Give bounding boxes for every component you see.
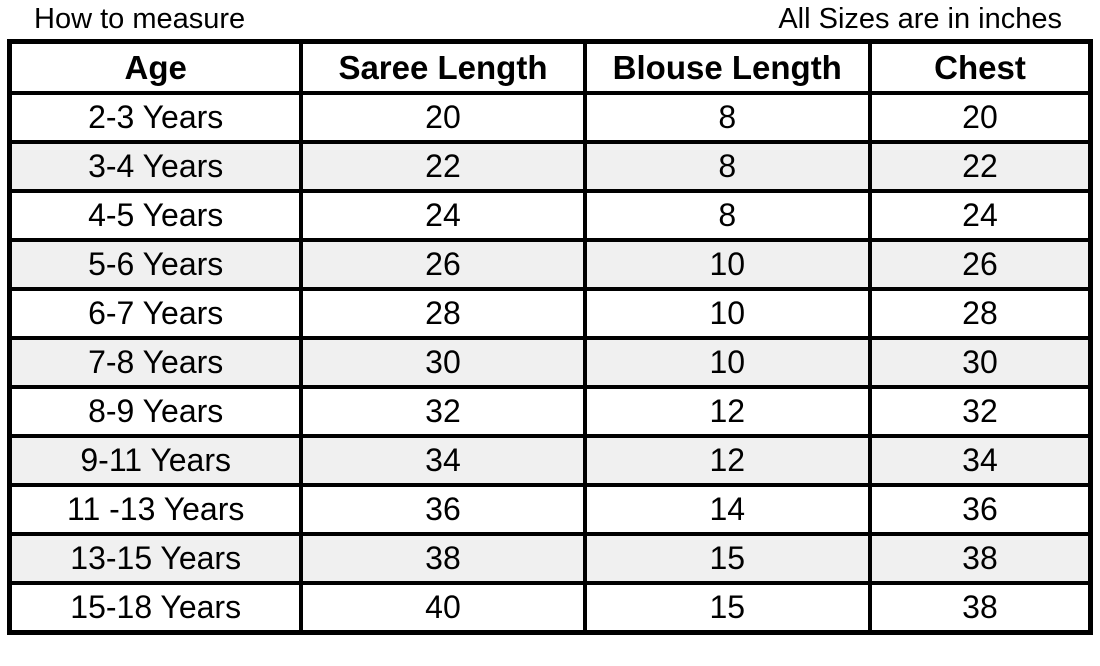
chest-cell: 24	[867, 189, 1093, 242]
age-cell: 8-9 Years	[7, 385, 304, 438]
chest-cell: 36	[867, 483, 1093, 536]
blouse-length-cell: 10	[582, 238, 872, 291]
blouse-length-cell: 10	[582, 336, 872, 389]
age-cell: 2-3 Years	[7, 91, 304, 144]
saree-length-cell: 30	[299, 336, 587, 389]
table-row: 3-4 Years 22 8 22	[7, 140, 1093, 193]
saree-length-cell: 38	[299, 532, 587, 585]
chest-cell: 38	[867, 532, 1093, 585]
chest-cell: 32	[867, 385, 1093, 438]
table-body: 2-3 Years 20 8 20 3-4 Years 22 8 22 4-5 Years 24 8…	[7, 91, 1093, 635]
saree-length-cell: 32	[299, 385, 587, 438]
age-cell: 13-15 Years	[7, 532, 304, 585]
age-cell: 15-18 Years	[7, 581, 304, 635]
age-cell: 7-8 Years	[7, 336, 304, 389]
table-row: 8-9 Years 32 12 32	[7, 385, 1093, 438]
blouse-length-cell: 8	[582, 91, 872, 144]
header-row: Age Saree Length Blouse Length Chest	[7, 39, 1093, 95]
blouse-length-cell: 14	[582, 483, 872, 536]
age-cell: 3-4 Years	[7, 140, 304, 193]
saree-length-cell: 20	[299, 91, 587, 144]
saree-length-cell: 26	[299, 238, 587, 291]
saree-length-cell: 22	[299, 140, 587, 193]
blouse-length-cell: 8	[582, 140, 872, 193]
units-note: All Sizes are in inches	[778, 3, 1062, 35]
title-bar: How to measure All Sizes are in inches	[0, 0, 1100, 37]
table-row: 13-15 Years 38 15 38	[7, 532, 1093, 585]
age-cell: 5-6 Years	[7, 238, 304, 291]
table-row: 5-6 Years 26 10 26	[7, 238, 1093, 291]
column-header-blouse-length: Blouse Length	[582, 39, 872, 95]
column-header-chest: Chest	[867, 39, 1093, 95]
age-cell: 4-5 Years	[7, 189, 304, 242]
chest-cell: 20	[867, 91, 1093, 144]
saree-length-cell: 28	[299, 287, 587, 340]
blouse-length-cell: 15	[582, 532, 872, 585]
table-row: 7-8 Years 30 10 30	[7, 336, 1093, 389]
column-header-age: Age	[7, 39, 304, 95]
table-row: 4-5 Years 24 8 24	[7, 189, 1093, 242]
page-title: How to measure	[34, 3, 246, 35]
chest-cell: 34	[867, 434, 1093, 487]
blouse-length-cell: 8	[582, 189, 872, 242]
column-header-saree-length: Saree Length	[299, 39, 587, 95]
saree-length-cell: 34	[299, 434, 587, 487]
blouse-length-cell: 10	[582, 287, 872, 340]
chest-cell: 38	[867, 581, 1093, 635]
age-cell: 6-7 Years	[7, 287, 304, 340]
blouse-length-cell: 12	[582, 434, 872, 487]
chest-cell: 28	[867, 287, 1093, 340]
blouse-length-cell: 15	[582, 581, 872, 635]
table-row: 15-18 Years 40 15 38	[7, 581, 1093, 635]
blouse-length-cell: 12	[582, 385, 872, 438]
chest-cell: 26	[867, 238, 1093, 291]
table-row: 2-3 Years 20 8 20	[7, 91, 1093, 144]
chest-cell: 22	[867, 140, 1093, 193]
saree-length-cell: 24	[299, 189, 587, 242]
saree-length-cell: 40	[299, 581, 587, 635]
table-row: 11 -13 Years 36 14 36	[7, 483, 1093, 536]
chest-cell: 30	[867, 336, 1093, 389]
table-row: 6-7 Years 28 10 28	[7, 287, 1093, 340]
table-row: 9-11 Years 34 12 34	[7, 434, 1093, 487]
age-cell: 11 -13 Years	[7, 483, 304, 536]
size-chart-table: Age Saree Length Blouse Length Chest 2-3…	[7, 39, 1093, 635]
saree-length-cell: 36	[299, 483, 587, 536]
age-cell: 9-11 Years	[7, 434, 304, 487]
